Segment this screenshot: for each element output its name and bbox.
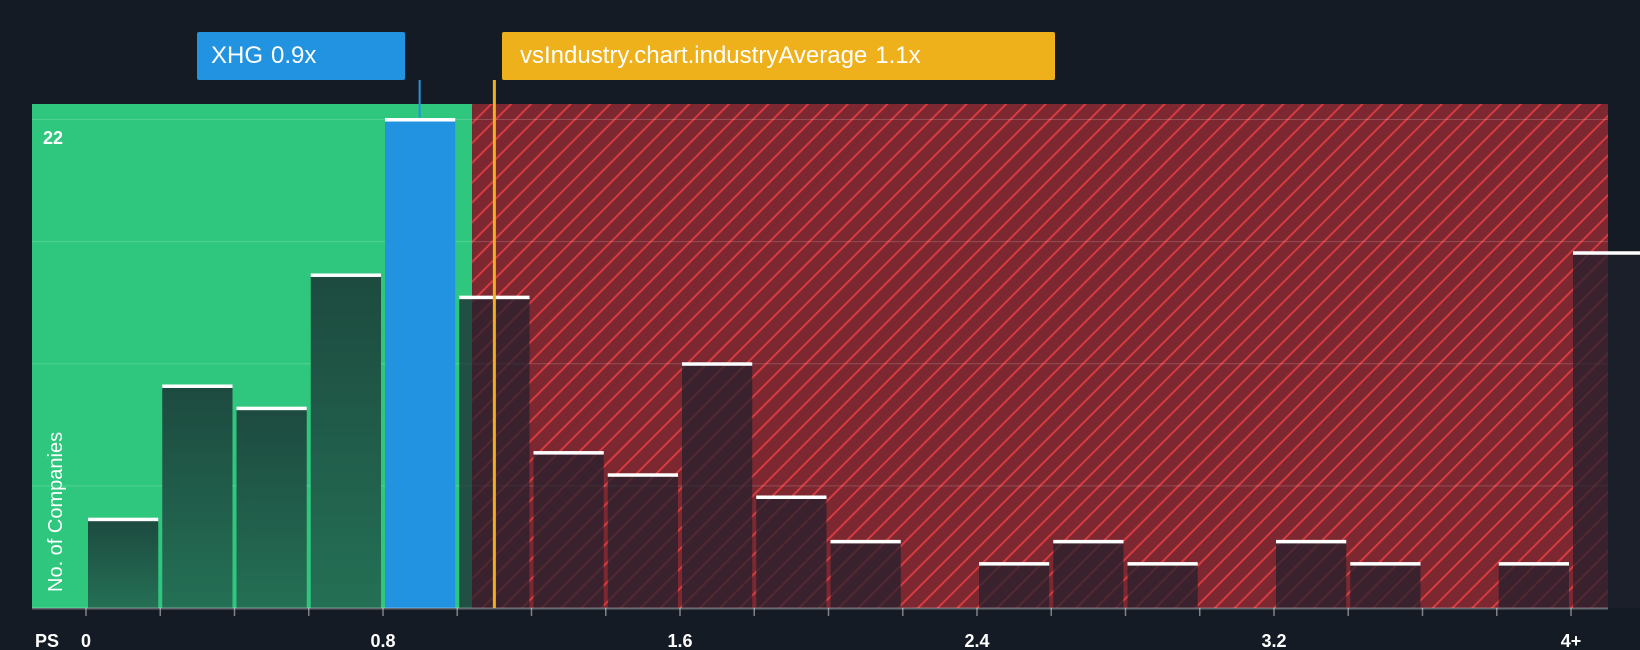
histogram-bar-cap — [162, 384, 233, 388]
x-axis-title: PS — [35, 631, 59, 650]
histogram-bar-cap — [88, 517, 159, 522]
histogram-bar — [88, 519, 159, 608]
x-tick-label: 1.6 — [667, 631, 692, 650]
histogram-bar-cap — [682, 362, 753, 366]
histogram-bar-cap — [236, 406, 307, 411]
x-tick-label: 2.4 — [964, 631, 989, 650]
histogram-bar — [236, 408, 307, 608]
histogram-bar — [1276, 541, 1347, 608]
histogram-bar — [533, 452, 604, 608]
histogram-bar-cap — [1053, 539, 1124, 544]
company-value: 0.9x — [271, 42, 317, 69]
histogram-bar-cap — [1127, 562, 1198, 566]
histogram-bar-cap — [385, 118, 456, 122]
x-tick-label: 0.8 — [370, 631, 395, 650]
x-tick-label: 3.2 — [1261, 631, 1286, 650]
x-tick-label: 4+ — [1561, 631, 1582, 650]
histogram-bar — [162, 385, 233, 608]
histogram-bar — [756, 496, 827, 608]
histogram-bar-cap — [756, 495, 827, 499]
histogram-bar-cap — [533, 451, 604, 455]
y-axis-top-label: 22 — [43, 128, 63, 148]
industry-average-callout: vsIndustry.chart.industryAverage 1.1x — [502, 32, 1055, 80]
histogram-bar-cap — [1276, 539, 1347, 544]
industry-value: 1.1x — [875, 42, 921, 69]
company-ps-callout: XHG 0.9x — [197, 32, 405, 80]
histogram-bar-cap — [1498, 562, 1569, 566]
histogram-bar — [979, 563, 1050, 608]
histogram-bar — [830, 541, 901, 608]
histogram-bar — [1498, 563, 1569, 608]
histogram-bar — [1350, 563, 1421, 608]
histogram-bar — [1573, 252, 1640, 609]
y-axis-title: No. of Companies — [45, 432, 67, 592]
histogram-bar-cap — [1350, 562, 1421, 566]
histogram-bar-cap — [607, 473, 678, 477]
industry-label: vsIndustry.chart.industryAverage — [520, 42, 868, 69]
histogram-bar-cap — [310, 273, 381, 277]
histogram-bar — [682, 363, 753, 608]
histogram-bar-cap — [1573, 251, 1640, 255]
histogram-bar — [385, 119, 456, 609]
x-tick-label: 0 — [81, 631, 91, 650]
histogram-bar — [1053, 541, 1124, 608]
histogram-bar-cap — [830, 539, 901, 544]
company-label: XHG — [211, 42, 264, 69]
histogram-bar — [1127, 563, 1198, 608]
histogram-bar — [310, 274, 381, 608]
histogram-bar — [607, 474, 678, 608]
histogram-bar-cap — [979, 562, 1050, 566]
